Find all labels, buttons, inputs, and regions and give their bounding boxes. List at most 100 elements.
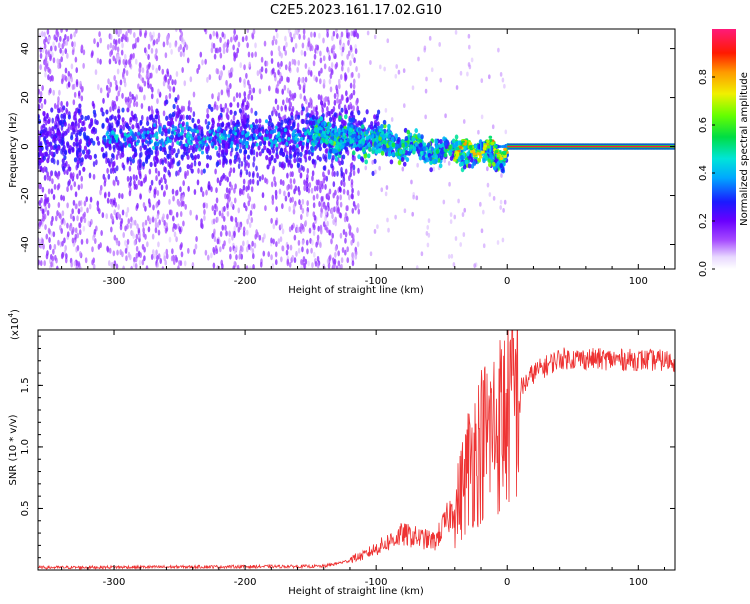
heatmap-cell: [301, 106, 305, 112]
heatmap-cell: [146, 241, 149, 248]
heatmap-cell: [179, 211, 183, 218]
heatmap-cell: [130, 53, 133, 60]
heatmap-cell: [61, 240, 64, 247]
heatmap-cell: [236, 127, 240, 133]
heatmap-cell: [207, 103, 211, 110]
heatmap-cell: [397, 160, 402, 166]
heatmap-cell: [187, 100, 191, 107]
heatmap-cell: [387, 134, 391, 139]
heatmap-cell: [155, 202, 158, 209]
heatmap-cell: [204, 58, 207, 65]
heatmap-cell: [64, 245, 67, 252]
heatmap-cell: [56, 210, 59, 217]
heatmap-cell: [67, 114, 71, 120]
heatmap-cell: [245, 122, 250, 128]
heatmap-cell: [232, 265, 236, 269]
heatmap-cell: [178, 166, 182, 173]
heatmap-cell: [293, 92, 297, 99]
heatmap-cell: [111, 130, 115, 135]
heatmap-cell: [492, 195, 496, 201]
heatmap-cell: [185, 121, 189, 126]
heatmap-cell: [265, 155, 269, 161]
heatmap-cell: [230, 136, 234, 141]
heatmap-cell: [64, 67, 68, 74]
heatmap-cell: [73, 111, 77, 117]
heatmap-cell: [245, 144, 249, 149]
heatmap-cell: [334, 251, 337, 258]
heatmap-cell: [270, 50, 274, 57]
heatmap-cell: [73, 260, 77, 267]
heatmap-cell: [121, 162, 125, 169]
heatmap-cell: [472, 160, 477, 166]
heatmap-cell: [246, 29, 250, 34]
heatmap-cell: [206, 108, 209, 115]
heatmap-cell: [212, 42, 216, 49]
heatmap-cell: [337, 250, 340, 257]
heatmap-cell: [337, 265, 341, 269]
heatmap-cell: [66, 52, 69, 59]
heatmap-cell: [411, 136, 416, 142]
heatmap-cell: [115, 165, 119, 172]
heatmap-cell: [126, 107, 130, 113]
heatmap-cell: [222, 159, 226, 165]
heatmap-cell: [72, 215, 75, 222]
heatmap-cell: [286, 258, 290, 265]
heatmap-cell: [292, 208, 296, 215]
heatmap-cell: [87, 220, 91, 227]
heatmap-cell: [258, 141, 263, 147]
heatmap-cell: [76, 244, 80, 251]
colorbar: 0.00.20.40.60.8 Normalized spectral ampl…: [698, 29, 750, 277]
heatmap-cell: [73, 31, 76, 38]
heatmap-cell: [300, 214, 303, 221]
heatmap-cell: [278, 138, 282, 143]
heatmap-cell: [222, 64, 226, 71]
heatmap-cell: [70, 135, 74, 141]
heatmap-cell: [38, 118, 42, 125]
heatmap-cell: [230, 36, 233, 43]
heatmap-cell: [331, 213, 334, 220]
heatmap-cell: [273, 128, 277, 133]
heatmap-cell: [136, 139, 140, 144]
heatmap-cell: [212, 262, 216, 269]
heatmap-cell: [50, 157, 54, 163]
heatmap-cell: [333, 92, 337, 99]
heatmap-cell: [215, 197, 219, 204]
heatmap-cell: [241, 121, 245, 128]
heatmap-cell: [296, 66, 299, 73]
heatmap-cell: [108, 247, 112, 254]
heatmap-cell: [64, 75, 68, 82]
heatmap-cell: [101, 212, 105, 219]
heatmap-cell: [80, 44, 84, 51]
heatmap-cell: [141, 221, 145, 228]
heatmap-cell: [343, 114, 348, 120]
heatmap-cell: [439, 138, 443, 144]
heatmap-cell: [502, 207, 505, 213]
heatmap-cell: [224, 125, 228, 132]
heatmap-cell: [422, 146, 427, 152]
heatmap-cell: [225, 187, 229, 194]
heatmap-cell: [101, 122, 105, 128]
heatmap-cell: [285, 157, 289, 163]
heatmap-cell: [337, 78, 341, 85]
heatmap-cell: [216, 122, 221, 128]
heatmap-cell: [246, 154, 251, 160]
heatmap-cell: [162, 80, 166, 87]
heatmap-cell: [351, 193, 354, 200]
heatmap-cell: [315, 76, 318, 83]
heatmap-cell: [50, 261, 53, 268]
spectrogram-ytick-label: 40: [20, 42, 31, 55]
heatmap-cell: [310, 145, 314, 151]
heatmap-cell: [453, 214, 457, 220]
heatmap-cell: [497, 47, 500, 53]
heatmap-cell: [286, 184, 289, 191]
heatmap-cell: [287, 191, 291, 198]
heatmap-cell: [357, 120, 361, 126]
heatmap-cell: [192, 111, 196, 118]
heatmap-cell: [389, 159, 394, 165]
heatmap-cell: [257, 145, 261, 151]
heatmap-cell: [92, 173, 96, 180]
heatmap-cell: [467, 33, 471, 39]
heatmap-cell: [106, 157, 110, 164]
heatmap-cell: [350, 179, 354, 186]
heatmap-cell: [82, 131, 87, 137]
